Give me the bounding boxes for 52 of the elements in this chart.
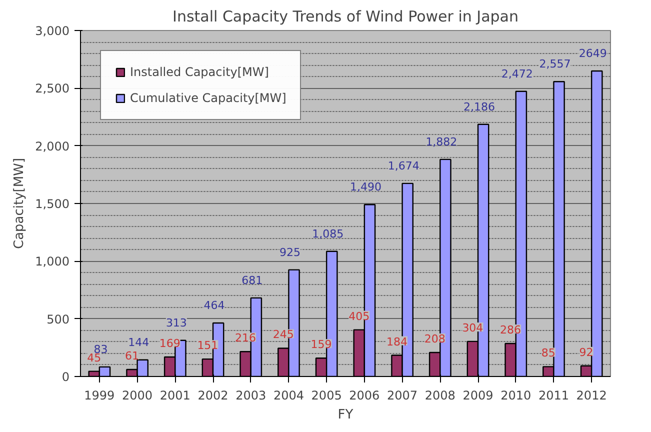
x-tick-label: 2000 xyxy=(122,388,153,402)
data-label: 464 xyxy=(204,298,225,312)
x-tick-label: 2010 xyxy=(500,388,532,402)
data-label: 245 xyxy=(272,328,294,342)
y-axis-title: Capacity[MW] xyxy=(12,158,28,250)
data-label: 925 xyxy=(280,246,301,259)
data-label: 2649 xyxy=(578,46,607,60)
data-label: 208 xyxy=(424,332,446,346)
data-label: 286 xyxy=(500,324,522,337)
x-tick-label: 2004 xyxy=(273,388,304,402)
data-label: 405 xyxy=(348,310,370,323)
y-tick-label: 1,500 xyxy=(35,197,70,211)
data-label: 151 xyxy=(197,339,218,352)
x-tick-label: 2007 xyxy=(387,388,418,402)
legend-label: Installed Capacity[MW] xyxy=(130,65,269,79)
y-tick-label: 2,500 xyxy=(35,82,70,96)
data-label: 61 xyxy=(124,349,139,362)
x-tick-label: 2001 xyxy=(160,388,190,402)
data-label: 85 xyxy=(541,346,556,360)
data-label: 304 xyxy=(462,321,484,334)
x-tick-label: 2002 xyxy=(198,388,228,402)
data-label: 1,882 xyxy=(426,135,458,148)
y-tick-label: 500 xyxy=(46,312,70,326)
y-tick-label: 0 xyxy=(62,370,70,384)
y-tick-label: 2,000 xyxy=(35,139,70,154)
x-tick-label: 2009 xyxy=(462,388,494,402)
data-label: 2,557 xyxy=(539,58,571,71)
data-label: 144 xyxy=(128,336,150,349)
x-tick-label: 2012 xyxy=(576,388,607,402)
x-tick-label: 1999 xyxy=(84,388,115,402)
x-tick-label: 2006 xyxy=(349,388,380,402)
x-tick-label: 2003 xyxy=(236,388,266,402)
data-label: 681 xyxy=(242,274,263,287)
data-label: 216 xyxy=(235,332,256,345)
data-label: 2,186 xyxy=(464,100,496,114)
data-label: 313 xyxy=(166,316,187,330)
chart-title: Install Capacity Trends of Wind Power in Japan xyxy=(172,8,518,26)
x-tick-label: 2008 xyxy=(424,388,456,402)
x-tick-label: 2011 xyxy=(538,388,569,402)
y-tick-label: 1,000 xyxy=(35,254,70,269)
data-label: 169 xyxy=(159,337,180,350)
legend-label: Cumulative Capacity[MW] xyxy=(130,91,286,105)
x-tick-label: 2005 xyxy=(311,388,342,402)
x-axis-title: FY xyxy=(338,408,354,422)
data-label: 1,490 xyxy=(350,180,382,194)
y-tick-label: 3,000 xyxy=(35,24,70,38)
data-label: 2,472 xyxy=(501,67,533,80)
data-label: 184 xyxy=(386,335,408,348)
data-label: 92 xyxy=(579,346,594,359)
data-label: 1,085 xyxy=(312,227,344,240)
data-label: 1,674 xyxy=(388,159,420,172)
data-label: 159 xyxy=(310,338,332,352)
